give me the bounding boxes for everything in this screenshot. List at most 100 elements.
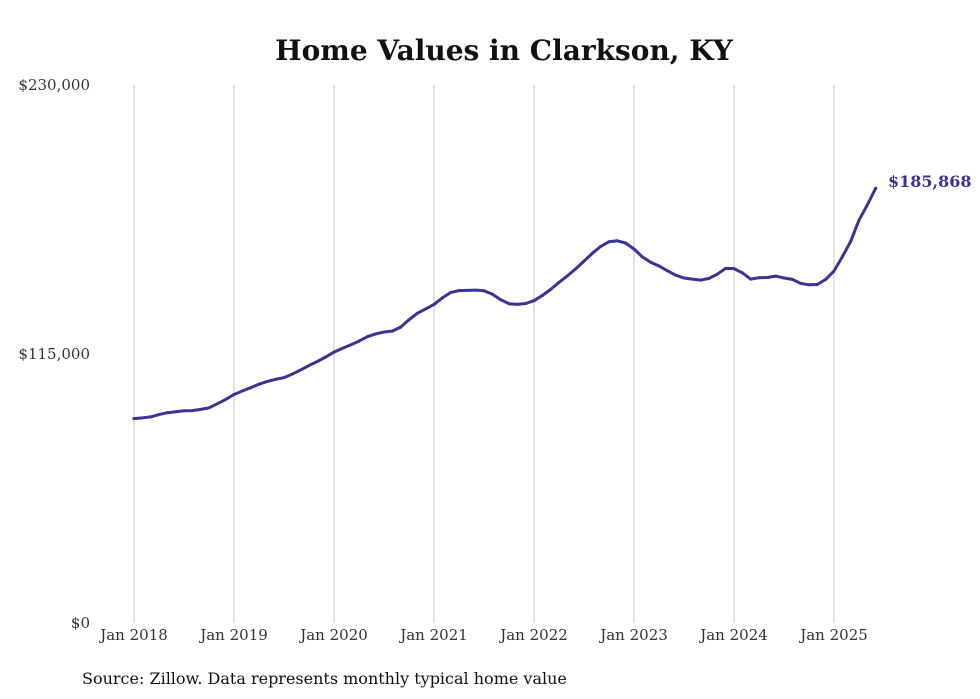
data-point-2018-06	[174, 410, 178, 414]
data-point-2020-08	[390, 329, 394, 333]
y-tick-label: $0	[71, 614, 90, 632]
data-point-2024-02	[740, 271, 744, 275]
data-point-2023-02	[640, 255, 644, 259]
data-point-2021-07	[482, 289, 486, 293]
data-point-2022-09	[599, 244, 603, 248]
data-point-2018-07	[182, 409, 186, 413]
x-tick-label: Jan 2018	[98, 626, 168, 644]
data-point-2018-05	[165, 411, 169, 415]
data-point-2023-10	[707, 276, 711, 280]
data-point-2021-10	[507, 302, 511, 306]
data-point-2022-04	[557, 280, 561, 284]
y-tick-label: $115,000	[18, 345, 90, 363]
x-tick-label: Jan 2025	[798, 626, 868, 644]
data-point-2020-05	[365, 335, 369, 339]
data-points	[132, 186, 878, 421]
data-point-2018-11	[215, 402, 219, 406]
data-point-2023-04	[657, 264, 661, 268]
data-point-2019-05	[265, 379, 269, 383]
data-point-2022-06	[574, 267, 578, 271]
data-point-2019-07	[282, 376, 286, 380]
data-point-2023-12	[724, 266, 728, 270]
data-point-2019-02	[240, 389, 244, 393]
data-point-2024-06	[774, 274, 778, 278]
x-tick-label: Jan 2024	[698, 626, 768, 644]
data-point-2025-04	[857, 218, 861, 222]
gridlines	[133, 85, 835, 623]
data-point-2019-12	[324, 355, 328, 359]
data-point-2022-10	[607, 240, 611, 244]
data-point-2024-09	[799, 281, 803, 285]
home-value-line	[132, 186, 878, 421]
data-point-2025-02	[840, 255, 844, 259]
data-point-2024-04	[757, 276, 761, 280]
x-axis-ticks: Jan 2018 Jan 2019 Jan 2020 Jan 2021 Jan 2022…	[98, 626, 868, 644]
data-point-2025-03	[849, 239, 853, 243]
data-point-2018-12	[224, 397, 228, 401]
data-point-2019-06	[274, 377, 278, 381]
data-point-2020-01	[332, 350, 336, 354]
data-point-2023-09	[699, 278, 703, 282]
data-point-2024-08	[790, 277, 794, 281]
data-point-2019-10	[307, 364, 311, 367]
data-point-2020-09	[399, 325, 403, 329]
data-point-2021-11	[515, 302, 519, 306]
data-point-2024-11	[815, 283, 819, 286]
data-point-2022-01	[532, 299, 536, 303]
data-point-2025-06	[874, 186, 878, 190]
data-point-2024-01	[732, 267, 736, 271]
x-tick-label: Jan 2020	[298, 626, 368, 644]
data-point-2024-10	[807, 283, 811, 287]
data-point-2021-01	[432, 302, 436, 306]
source-note: Source: Zillow. Data represents monthly …	[82, 669, 567, 688]
data-point-2025-05	[865, 203, 869, 207]
data-point-2023-08	[690, 277, 694, 281]
data-point-2020-10	[407, 318, 411, 322]
data-point-2020-06	[374, 332, 378, 336]
data-point-2022-07	[582, 259, 586, 263]
data-point-2020-04	[357, 339, 361, 343]
end-value-label: $185,868	[888, 172, 972, 191]
data-point-2022-03	[549, 287, 553, 291]
data-point-2021-12	[524, 302, 528, 305]
x-tick-label: Jan 2019	[198, 626, 268, 644]
data-point-2021-03	[449, 291, 453, 294]
data-point-2019-03	[249, 386, 253, 390]
data-point-2018-01	[132, 417, 136, 421]
data-point-2023-03	[649, 260, 653, 264]
chart-title: Home Values in Clarkson, KY	[275, 34, 734, 67]
data-point-2022-11	[615, 239, 619, 243]
data-point-2021-09	[499, 298, 503, 302]
data-point-2024-05	[765, 276, 769, 279]
data-point-2023-07	[682, 276, 686, 280]
data-point-2020-07	[382, 330, 386, 334]
data-point-2018-09	[199, 407, 203, 411]
data-point-2019-08	[290, 372, 294, 376]
data-point-2019-11	[315, 360, 319, 363]
data-point-2019-01	[232, 393, 236, 396]
y-tick-label: $230,000	[18, 76, 90, 94]
data-point-2018-10	[207, 406, 211, 410]
data-point-2022-12	[624, 241, 628, 245]
data-point-2025-01	[832, 269, 836, 273]
data-point-2018-08	[190, 409, 194, 413]
data-point-2024-12	[824, 277, 828, 281]
y-axis-ticks: $0 $115,000 $230,000	[18, 76, 90, 632]
data-point-2019-09	[299, 368, 303, 372]
x-tick-label: Jan 2023	[598, 626, 668, 644]
data-point-2019-04	[257, 382, 261, 386]
data-point-2022-02	[540, 294, 544, 297]
data-point-2020-12	[424, 307, 428, 311]
data-point-2018-04	[157, 413, 161, 417]
data-point-2020-11	[415, 311, 419, 315]
data-point-2022-05	[565, 274, 569, 278]
data-point-2021-02	[440, 296, 444, 300]
data-point-2021-08	[490, 292, 494, 296]
data-point-2023-05	[665, 269, 669, 273]
data-point-2018-02	[140, 416, 144, 420]
data-point-2023-11	[715, 272, 719, 276]
data-point-2024-07	[782, 276, 786, 280]
data-point-2021-04	[457, 289, 461, 293]
x-tick-label: Jan 2022	[498, 626, 568, 644]
